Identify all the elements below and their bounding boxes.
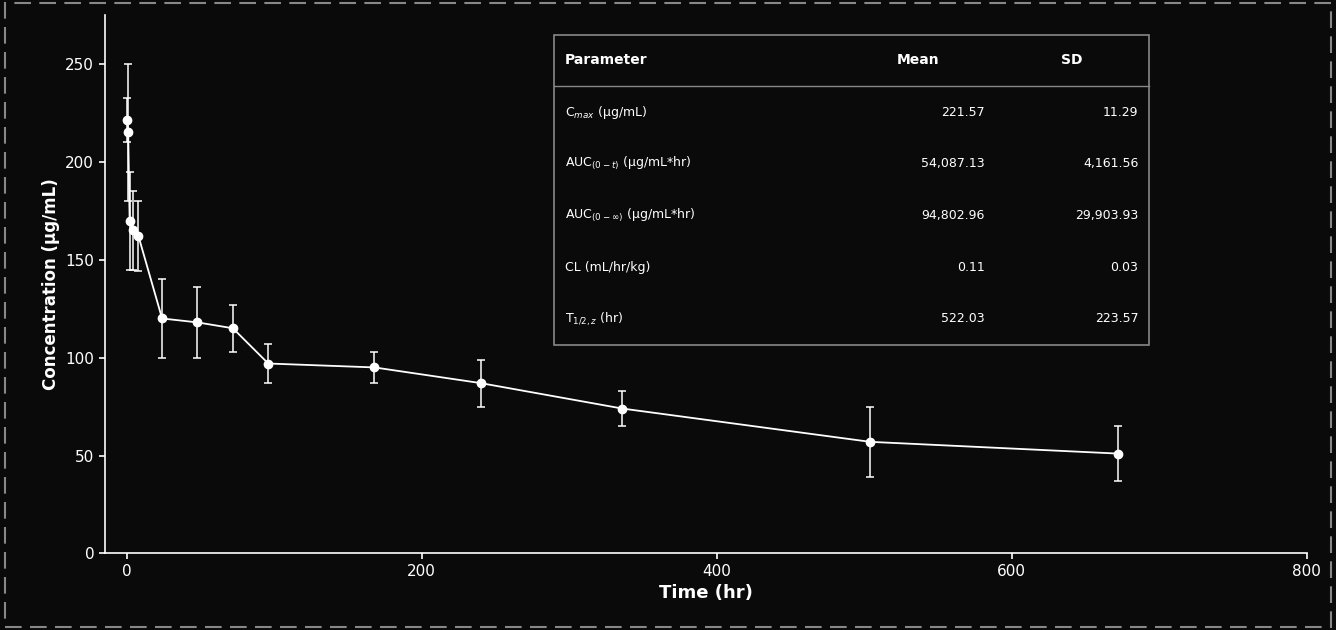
Text: C$_{max}$ (μg/mL): C$_{max}$ (μg/mL) bbox=[565, 104, 648, 120]
Text: 223.57: 223.57 bbox=[1094, 312, 1138, 325]
Text: 0.11: 0.11 bbox=[957, 261, 985, 273]
Text: 522.03: 522.03 bbox=[941, 312, 985, 325]
Text: Mean: Mean bbox=[898, 54, 939, 67]
Text: SD: SD bbox=[1061, 54, 1083, 67]
Text: Parameter: Parameter bbox=[565, 54, 648, 67]
Text: AUC$_{(0-∞)}$ (μg/mL*hr): AUC$_{(0-∞)}$ (μg/mL*hr) bbox=[565, 207, 696, 224]
Text: 29,903.93: 29,903.93 bbox=[1075, 209, 1138, 222]
Text: T$_{1/2,z}$ (hr): T$_{1/2,z}$ (hr) bbox=[565, 311, 624, 327]
Text: 11.29: 11.29 bbox=[1102, 106, 1138, 118]
Text: 94,802.96: 94,802.96 bbox=[922, 209, 985, 222]
Text: 0.03: 0.03 bbox=[1110, 261, 1138, 273]
Y-axis label: Concentration (μg/mL): Concentration (μg/mL) bbox=[41, 178, 60, 390]
Text: 4,161.56: 4,161.56 bbox=[1083, 158, 1138, 170]
X-axis label: Time (hr): Time (hr) bbox=[659, 585, 752, 602]
Text: 54,087.13: 54,087.13 bbox=[921, 158, 985, 170]
Text: AUC$_{(0-t)}$ (μg/mL*hr): AUC$_{(0-t)}$ (μg/mL*hr) bbox=[565, 155, 692, 173]
Text: 221.57: 221.57 bbox=[941, 106, 985, 118]
Text: CL (mL/hr/kg): CL (mL/hr/kg) bbox=[565, 261, 651, 273]
